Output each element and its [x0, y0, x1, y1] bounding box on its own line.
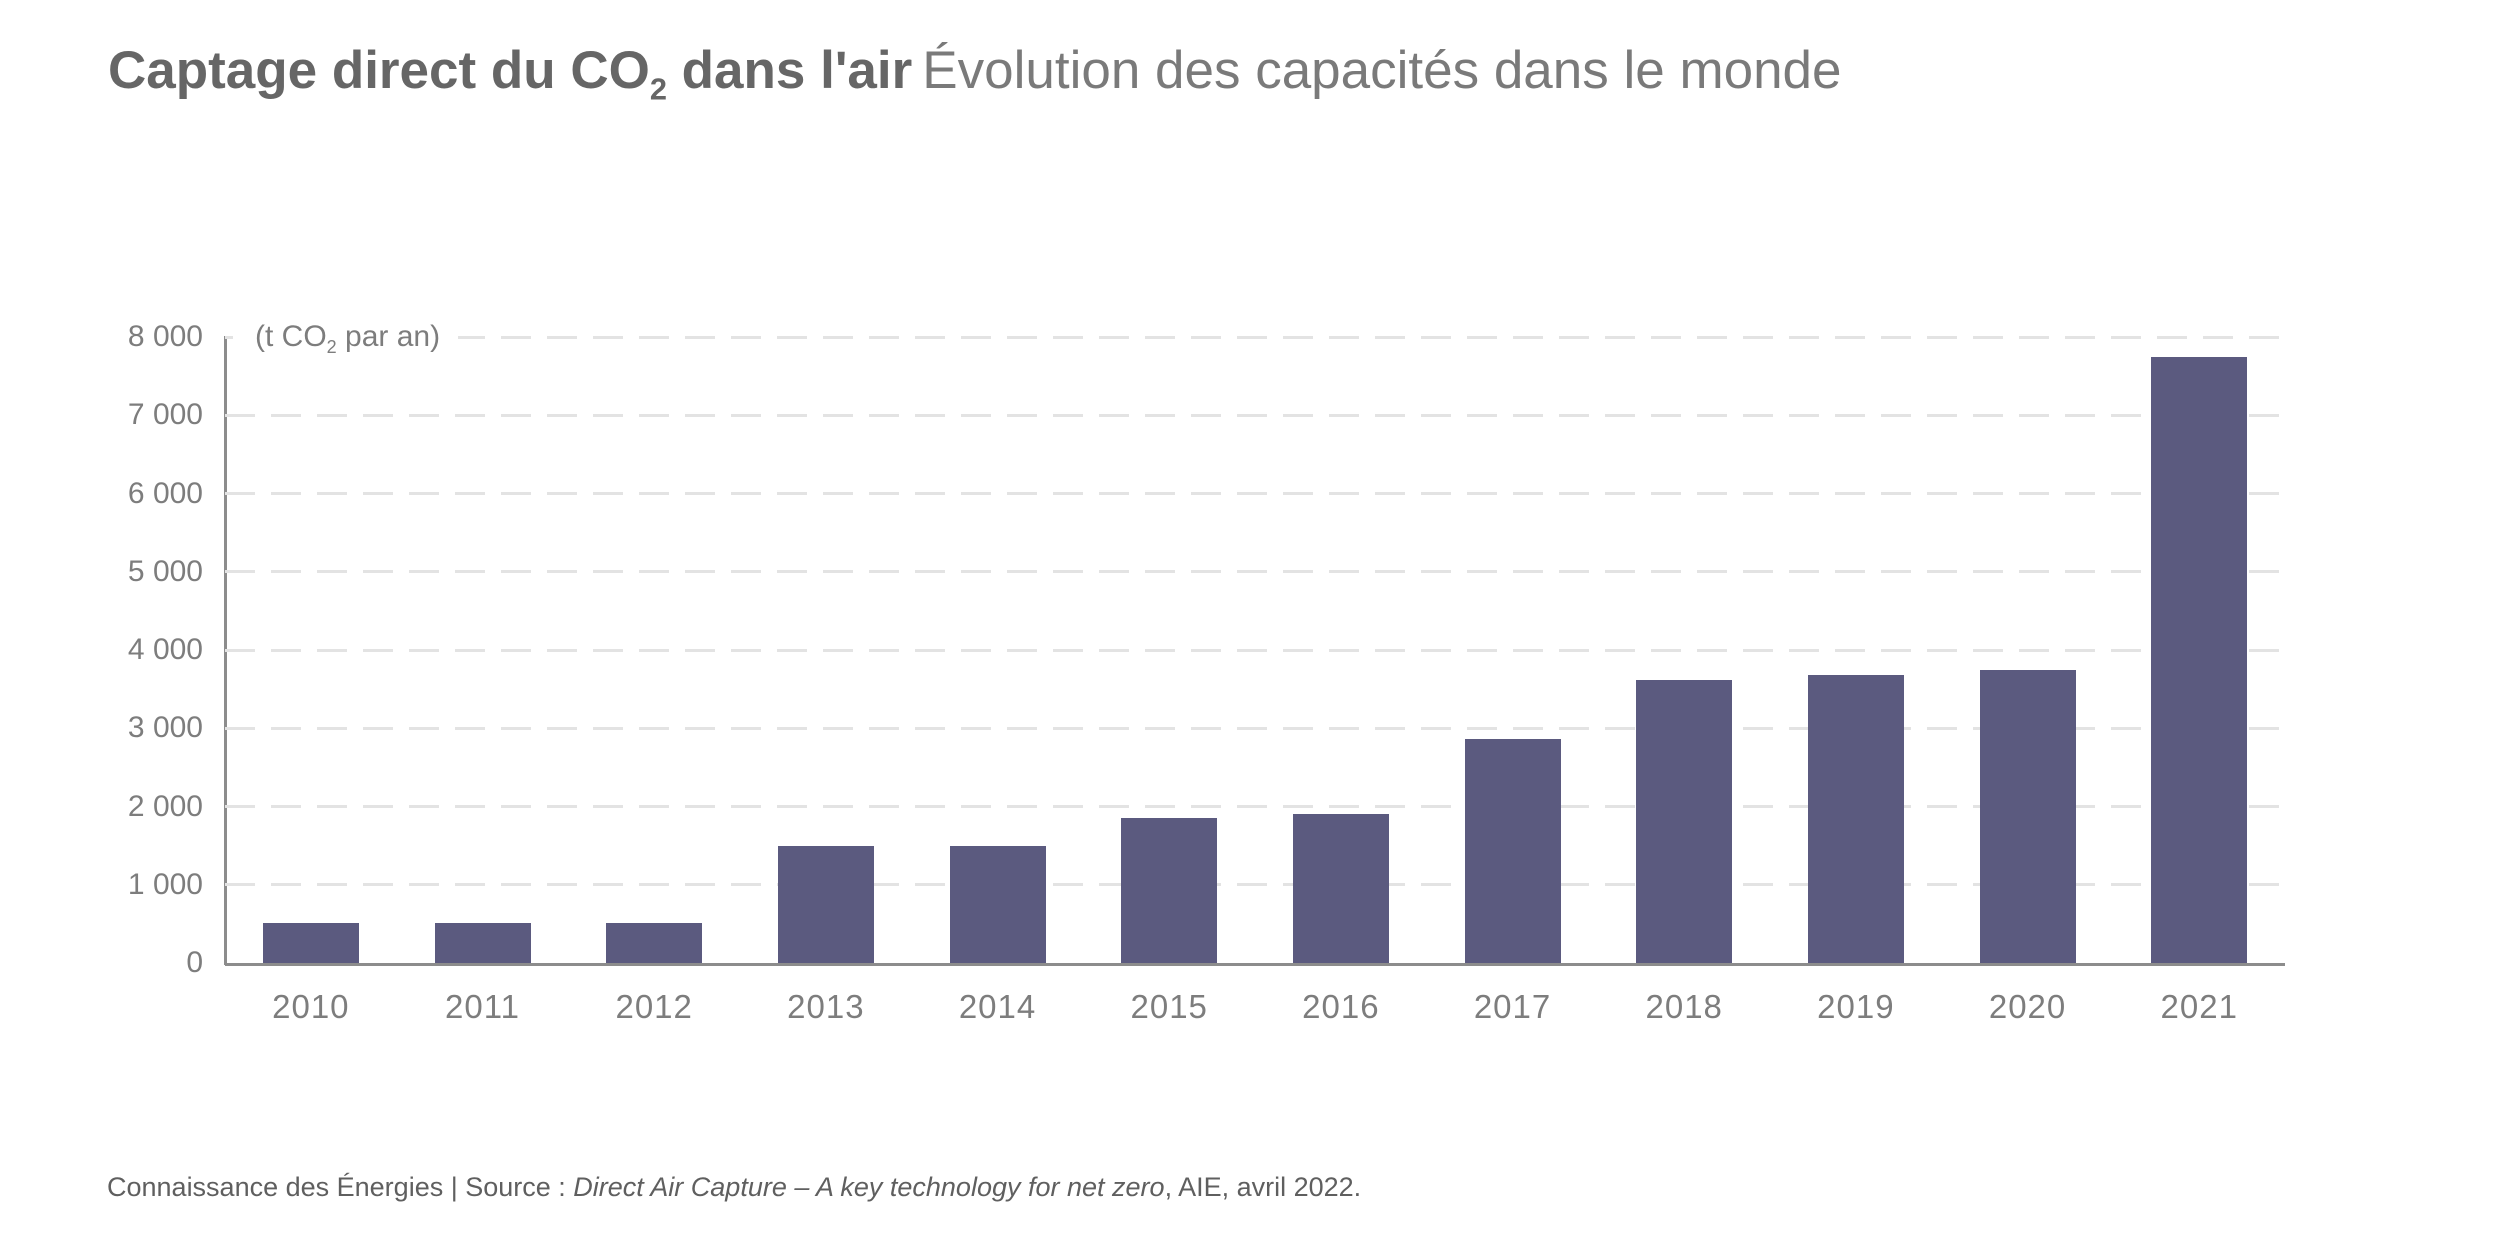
bar-slot-2019 — [1770, 337, 1942, 963]
y-tick-label-0: 0 — [186, 946, 203, 979]
x-tick-label-2011: 2011 — [445, 988, 520, 1025]
source-report-title: Direct Air Capture – A key technology fo… — [573, 1172, 1165, 1202]
plot-area: (t CO2 par an) — [225, 318, 2285, 966]
bar-2013 — [777, 845, 874, 963]
y-tick-label-7000: 7 000 — [127, 398, 203, 432]
chart-title-main-end: dans l'air — [666, 41, 913, 100]
gridline-7000 — [225, 413, 2285, 417]
bar-2014 — [949, 845, 1046, 963]
x-tick-label-2014: 2014 — [958, 988, 1037, 1025]
unit-label-pre: (t CO — [255, 320, 327, 353]
bar-slot-2017 — [1427, 337, 1599, 963]
chart-subtitle: Évolution des capacités dans le monde — [922, 41, 1842, 100]
gridlines — [225, 335, 2285, 963]
gridline-3000 — [225, 726, 2285, 730]
bar-slot-2021 — [2113, 337, 2285, 963]
bar-slot-2014 — [912, 337, 1084, 963]
bar-slot-2015 — [1083, 337, 1255, 963]
source-suffix: , AIE, avril 2022. — [1164, 1172, 1362, 1202]
y-axis-unit-label: (t CO2 par an) — [233, 318, 459, 357]
bar-2016 — [1292, 813, 1389, 963]
bar-2020 — [1979, 670, 2076, 963]
bar-2018 — [1636, 679, 1733, 963]
y-tick-label-3000: 3 000 — [127, 711, 203, 745]
x-tick-label-2017: 2017 — [1473, 988, 1552, 1025]
gridline-1000 — [225, 883, 2285, 887]
bar-slot-2013 — [740, 337, 912, 963]
co2-subscript: 2 — [649, 71, 667, 107]
y-tick-label-2000: 2 000 — [127, 789, 203, 823]
y-tick-label-1000: 1 000 — [127, 867, 203, 901]
x-tick-label-2015: 2015 — [1130, 988, 1208, 1025]
bar-2019 — [1807, 675, 1904, 963]
y-tick-label-8000: 8 000 — [127, 320, 203, 353]
x-tick-label-2012: 2012 — [615, 988, 693, 1025]
bar-2021 — [2151, 357, 2248, 963]
y-axis-labels: 0 1 000 2 000 3 000 4 000 5 000 6 000 7 000 8 00… — [0, 321, 203, 979]
y-tick-label-6000: 6 000 — [127, 476, 203, 510]
source-prefix: Connaissance des Énergies | Source : — [107, 1172, 574, 1202]
bar-slot-2020 — [1942, 337, 2114, 963]
bar-slot-2010 — [225, 337, 397, 963]
x-tick-label-2016: 2016 — [1302, 988, 1380, 1025]
bar-2012 — [606, 923, 703, 963]
x-tick-label-2021: 2021 — [2160, 988, 2238, 1025]
x-axis-labels: 2010 2011 2012 2013 2014 2015 2016 2017 2018 2019… — [225, 988, 2285, 1026]
bar-slot-2018 — [1598, 337, 1770, 963]
gridline-6000 — [225, 492, 2285, 495]
gridline-5000 — [225, 570, 2285, 574]
bar-2010 — [262, 923, 359, 963]
gridline-4000 — [225, 648, 2285, 652]
bar-slot-2011 — [397, 337, 569, 963]
bar-2017 — [1464, 739, 1561, 963]
x-tick-label-2018: 2018 — [1645, 988, 1723, 1025]
y-tick-label-5000: 5 000 — [127, 554, 203, 588]
x-tick-label-2019: 2019 — [1817, 988, 1895, 1025]
chart-title-main-text: Captage direct du CO — [108, 41, 650, 100]
bar-2011 — [434, 923, 531, 963]
gridline-8000 — [225, 335, 2285, 339]
unit-co2-subscript: 2 — [326, 337, 337, 357]
x-tick-label-2013: 2013 — [787, 988, 865, 1025]
chart-title-main: Captage direct du CO2 dans l'air — [108, 41, 913, 104]
unit-label-post: par an) — [336, 320, 441, 353]
bar-2015 — [1121, 817, 1218, 963]
bar-slot-2016 — [1255, 337, 1427, 963]
x-tick-label-2020: 2020 — [1988, 988, 2067, 1025]
source-line: Connaissance des Énergies | Source : Dir… — [107, 1172, 1361, 1203]
gridline-2000 — [225, 805, 2285, 808]
y-tick-label-4000: 4 000 — [127, 633, 203, 666]
chart-title: Captage direct du CO2 dans l'air Évolutio… — [108, 36, 1842, 106]
bars — [225, 337, 2285, 963]
bar-slot-2012 — [568, 337, 740, 963]
x-tick-label-2010: 2010 — [272, 988, 350, 1025]
